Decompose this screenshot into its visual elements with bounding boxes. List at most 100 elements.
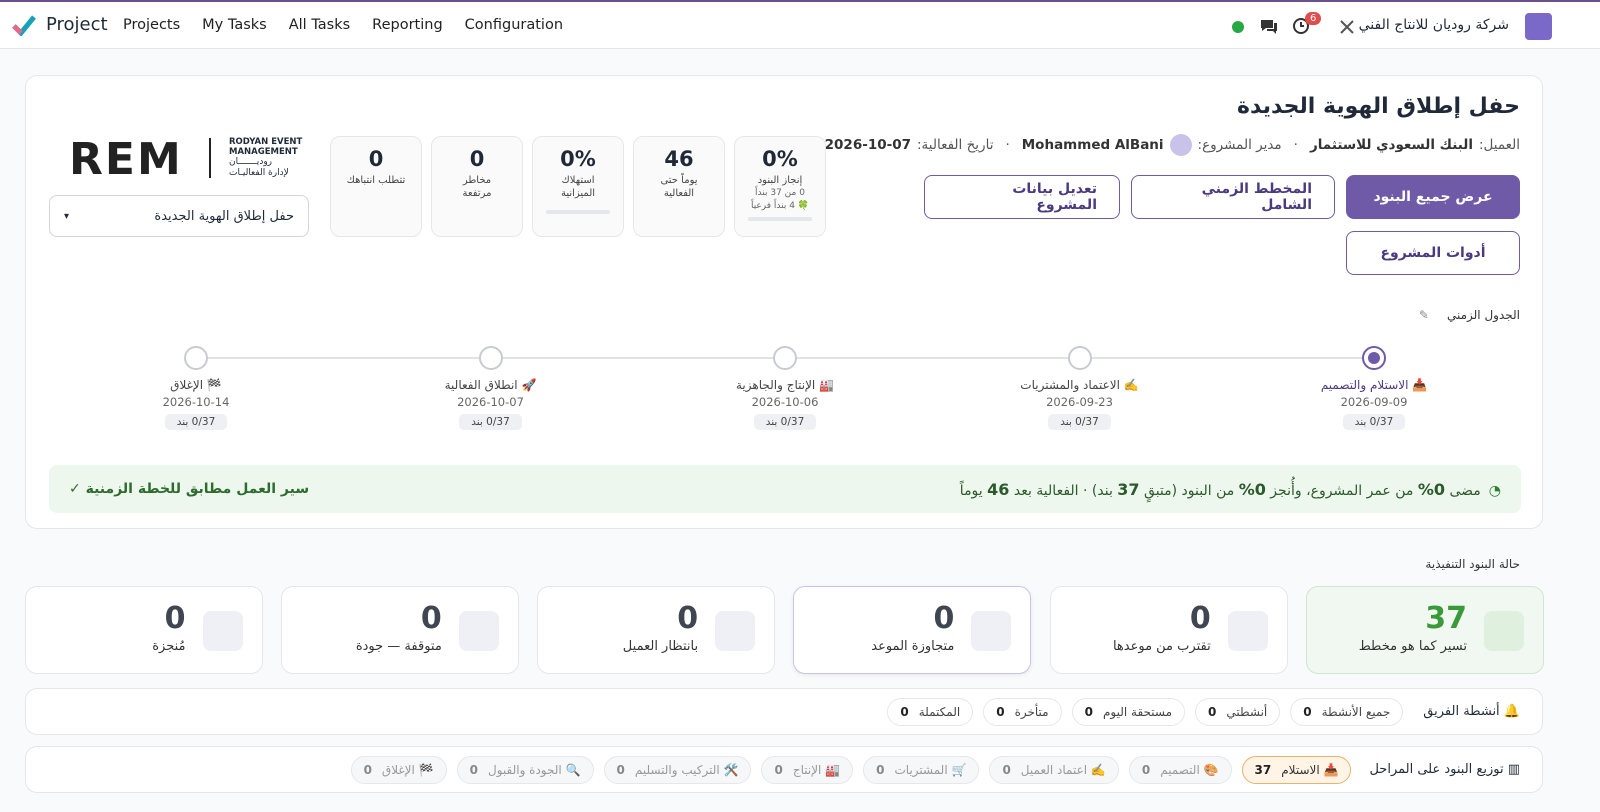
filter-count: 0 (996, 704, 1005, 719)
status-value: 0 (933, 601, 955, 636)
label: تاريخ الفعالية: (917, 137, 994, 153)
filter[interactable]: مستحقة اليوم 0 (1071, 697, 1186, 726)
stage-dot (1067, 346, 1092, 370)
chip[interactable]: 🛒 المشتريات 0 (863, 755, 980, 784)
app-logo (12, 15, 36, 36)
chip-count: 0 (469, 762, 478, 777)
chip[interactable]: 🎨 التصميم 0 (1128, 755, 1232, 784)
chip[interactable]: 🏭 الإنتاج 0 (761, 755, 854, 784)
button[interactable]: تعديل بيانات المشروع (924, 175, 1120, 219)
chip-label: 🏭 الإنتاج (792, 762, 841, 777)
stat-label: مخاطر مرتفعة (462, 175, 492, 199)
section-title: حالة البنود التنفيذية (1425, 557, 1520, 571)
stat-box: 0 تتطلب انتباهك (330, 136, 422, 237)
stage: 🚀 انطلاق الفعالية 2026-10-07 0/37 بند (391, 378, 591, 430)
status-value: 0 (1189, 601, 1211, 636)
menu-item[interactable]: Reporting (372, 17, 443, 33)
project-card: حفل إطلاق الهوية الجديدة العميل: البنك ا… (25, 75, 1543, 529)
stat-sub: 0 من 37 بنداً (755, 188, 805, 198)
chip[interactable]: 🏁 الإغلاق 0 (350, 755, 447, 784)
actions: عرض جميع البنود المخطط الزمني الشامل تعديل… (920, 175, 1520, 275)
status-card[interactable]: 0 تقترب من موعدها (1049, 586, 1288, 674)
filter[interactable]: المكتملة 0 (887, 697, 974, 726)
chip-count: 0 (363, 762, 372, 777)
stage-date: 2026-10-06 (751, 395, 819, 409)
status-value: 37 (1425, 601, 1467, 636)
filter-label: مستحقة اليوم (1102, 704, 1173, 719)
event-date: 2026-10-07 (824, 137, 911, 153)
project-select[interactable]: حفل إطلاق الهوية الجديدة ▾ (49, 195, 309, 237)
chip[interactable]: 🛠️ التركيب والتسليم 0 (603, 755, 752, 784)
progress-part: 0% (1238, 479, 1266, 499)
stage: ✍️ الاعتماد والمشتريات 2026-09-23 0/37 بند (980, 378, 1180, 430)
stage-date: 2026-10-14 (162, 395, 230, 409)
badge: 6 (1305, 12, 1322, 25)
stat-value: 0 (469, 147, 485, 171)
status-label: مُنجزة (152, 639, 186, 654)
menu-item[interactable]: All Tasks (288, 17, 351, 33)
chip-count: 0 (616, 762, 625, 777)
status-icon (715, 611, 756, 651)
chip-label: 📥 الاستلام (1281, 762, 1339, 777)
navbar: Project Projects My Tasks All Tasks Reporti… (0, 0, 1600, 49)
status-card[interactable]: 0 متوقفة — جودة (280, 586, 519, 674)
filter-count: 0 (900, 704, 909, 719)
stat-progress (546, 210, 610, 214)
activity-icon[interactable] (1292, 17, 1310, 35)
app-name[interactable]: Project (46, 14, 108, 35)
status-icon (1227, 611, 1268, 651)
progress-part: 46 (987, 479, 1010, 499)
button[interactable]: أدوات المشروع (1346, 231, 1520, 275)
filter[interactable]: أنشطتي 0 (1195, 697, 1281, 726)
project-title: حفل إطلاق الهوية الجديدة (1237, 94, 1520, 119)
filter-label: جميع الأنشطة (1321, 704, 1391, 719)
status-card[interactable]: 0 متجاوزة الموعد (793, 586, 1032, 674)
status-card[interactable]: 37 تسير كما هو مخطط (1306, 586, 1544, 674)
stat-label: إنجاز البنود (757, 175, 803, 186)
stage-date: 2026-09-09 (1340, 395, 1408, 409)
stage: 📥 الاستلام والتصميم 2026-09-09 0/37 بند (1274, 378, 1474, 430)
stat-box: 0 مخاطر مرتفعة (431, 136, 523, 237)
chip-label: 🛒 المشتريات (894, 762, 967, 777)
label: العميل: (1478, 137, 1520, 153)
chat-icon[interactable] (1259, 17, 1279, 35)
menu-item[interactable]: Configuration (464, 17, 564, 33)
filter-count: 0 (1084, 704, 1093, 719)
chip-count: 0 (774, 762, 783, 777)
chip-count: 0 (876, 762, 885, 777)
progress-part: 0% (1417, 479, 1446, 499)
logo-en: MANAGEMENT (229, 147, 298, 157)
chip-label: 🛠️ التركيب والتسليم (634, 762, 739, 777)
chip[interactable]: 📥 الاستلام 37 (1241, 755, 1352, 784)
stage-date: 2026-09-23 (1046, 395, 1113, 409)
progress-bar: ◔مضى 0% من عمر المشروع، وأُنجز 0% من الب… (49, 465, 1521, 513)
stage-count: 0/37 بند (164, 414, 228, 430)
stat-sub: 🍀 4 بنداً فرعياً (750, 201, 810, 211)
select-value: حفل إطلاق الهوية الجديدة (154, 208, 294, 224)
chip-count: 37 (1254, 762, 1272, 777)
menu-item[interactable]: My Tasks (202, 17, 267, 33)
company[interactable]: شركة روديان للانتاج الفني (1358, 17, 1509, 33)
status-card[interactable]: 0 بانتظار العميل (537, 586, 776, 674)
button[interactable]: عرض جميع البنود (1346, 175, 1520, 219)
menu-item[interactable]: Projects (123, 17, 181, 33)
stat-value: 0% (560, 147, 596, 171)
logo-en: RODYAN EVENT (229, 137, 303, 147)
logo-mark: REM (69, 134, 183, 185)
activities-title: 🔔 أنشطة الفريق (1423, 704, 1520, 719)
status-value: 0 (677, 601, 699, 636)
client: البنك السعودي للاستثمار (1309, 137, 1473, 153)
button[interactable]: المخطط الزمني الشامل (1131, 175, 1335, 219)
tools-icon[interactable] (1338, 18, 1356, 36)
filter[interactable]: جميع الأنشطة 0 (1290, 697, 1404, 726)
manager-avatar (1169, 134, 1192, 156)
chip[interactable]: ✍️ اعتماد العميل 0 (989, 755, 1119, 784)
chip[interactable]: 🔍 الجودة والقبول 0 (456, 755, 594, 784)
stage-name: 🚀 انطلاق الفعالية (444, 378, 537, 392)
logo-ar: روديـــــــان (229, 157, 273, 167)
filter[interactable]: متأخرة 0 (983, 697, 1062, 726)
stat-box: 0% إنجاز البنود 0 من 37 بنداً 🍀 4 بنداً فرع… (734, 136, 826, 237)
status-card[interactable]: 0 مُنجزة (24, 586, 263, 674)
avatar[interactable] (1525, 13, 1552, 40)
chip-label: 🎨 التصميم (1160, 762, 1219, 777)
